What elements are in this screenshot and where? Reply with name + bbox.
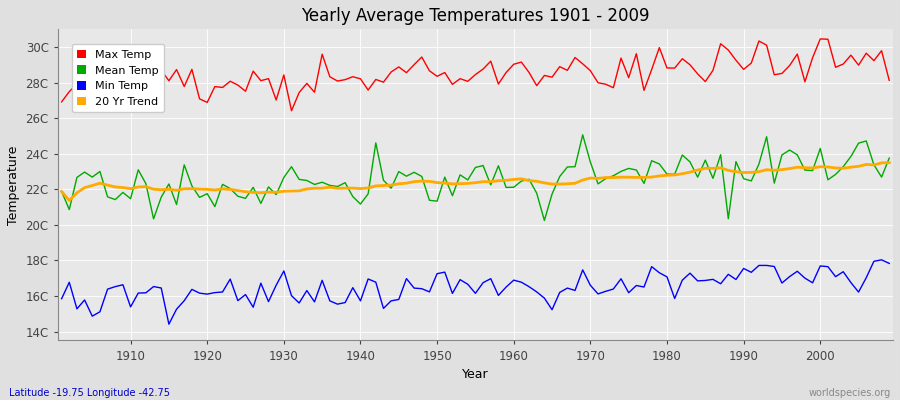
Text: worldspecies.org: worldspecies.org — [809, 388, 891, 398]
Legend: Max Temp, Mean Temp, Min Temp, 20 Yr Trend: Max Temp, Mean Temp, Min Temp, 20 Yr Tre… — [72, 44, 164, 112]
Text: Latitude -19.75 Longitude -42.75: Latitude -19.75 Longitude -42.75 — [9, 388, 170, 398]
Title: Yearly Average Temperatures 1901 - 2009: Yearly Average Temperatures 1901 - 2009 — [302, 7, 650, 25]
X-axis label: Year: Year — [462, 368, 489, 381]
Y-axis label: Temperature: Temperature — [7, 145, 20, 224]
